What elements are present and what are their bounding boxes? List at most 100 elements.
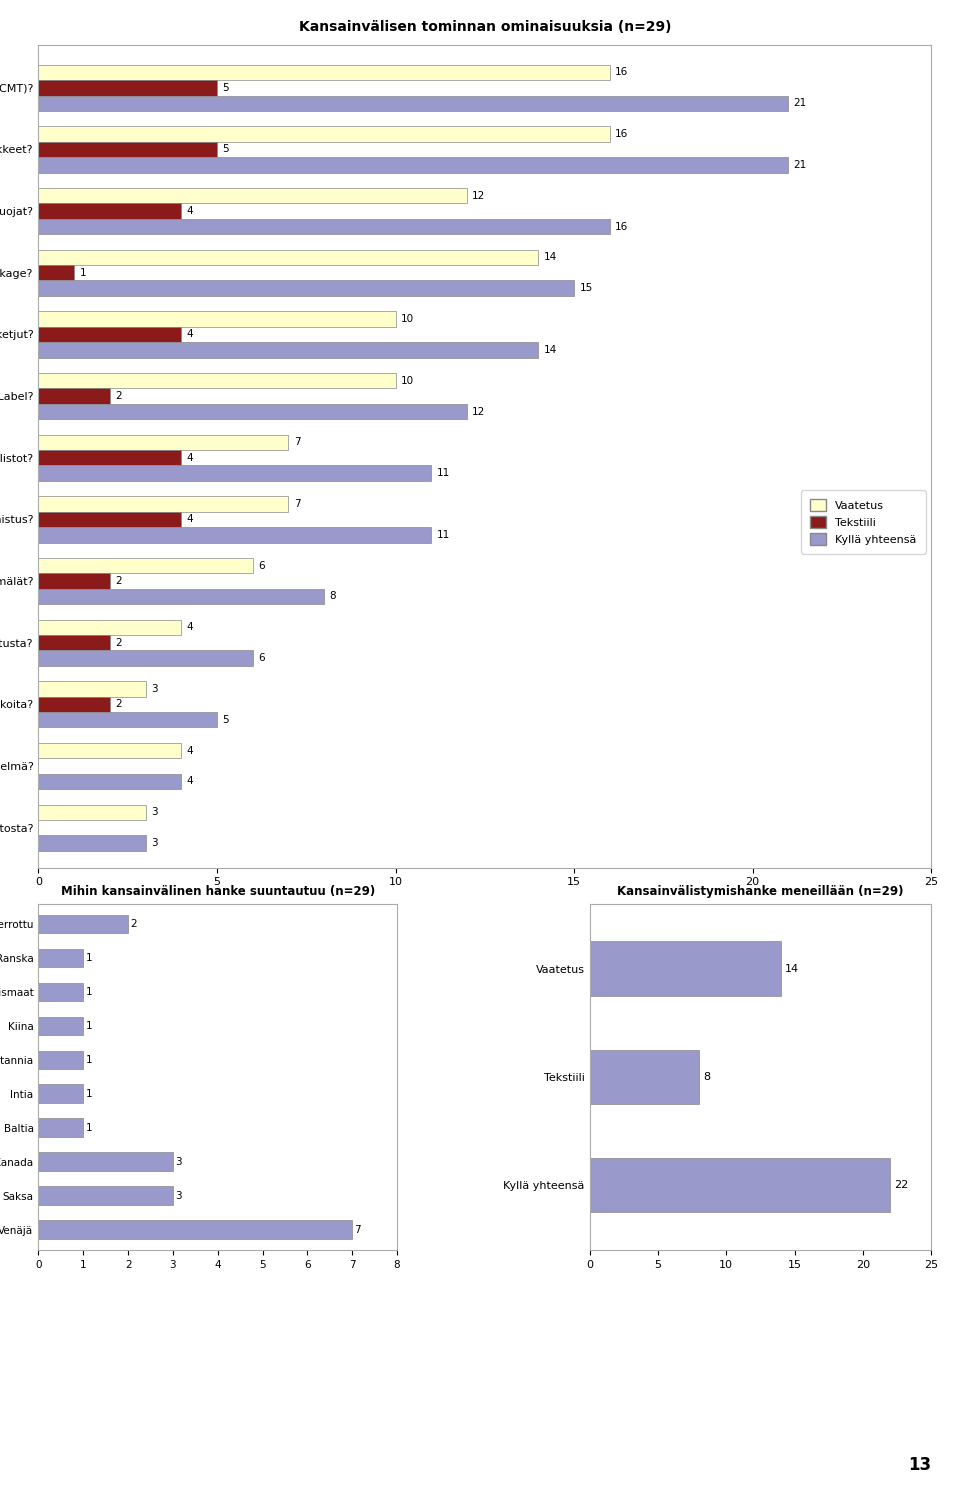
Text: 4: 4 [186, 205, 193, 216]
Text: 16: 16 [615, 130, 629, 138]
Bar [589, 1158, 890, 1212]
Bar [38, 512, 181, 527]
Text: 2: 2 [131, 919, 137, 929]
Bar [38, 188, 467, 204]
Text: 13: 13 [908, 1456, 931, 1474]
Title: Mihin kansainvälinen hanke suuntautuu (n=29): Mihin kansainvälinen hanke suuntautuu (n… [60, 886, 374, 898]
Text: 10: 10 [401, 375, 414, 386]
Text: 10: 10 [401, 314, 414, 325]
Bar [38, 743, 181, 758]
Text: 7: 7 [294, 499, 300, 509]
Bar [38, 404, 467, 420]
Bar [38, 527, 431, 542]
Text: 1: 1 [85, 1123, 92, 1133]
Bar [38, 983, 84, 1001]
Text: 21: 21 [794, 98, 807, 109]
Bar [38, 1051, 84, 1069]
Bar [589, 941, 780, 996]
Text: 12: 12 [472, 406, 486, 417]
Bar [38, 95, 788, 112]
Bar [38, 496, 288, 512]
Bar [38, 682, 146, 697]
Bar [38, 80, 217, 95]
Text: 5: 5 [223, 144, 228, 155]
Bar [38, 914, 128, 934]
Text: 2: 2 [115, 700, 122, 709]
Text: 8: 8 [329, 591, 336, 602]
Bar [589, 1050, 699, 1103]
Text: 8: 8 [703, 1072, 710, 1083]
Bar [38, 588, 324, 605]
Text: 1: 1 [85, 1054, 92, 1065]
Bar [38, 127, 610, 141]
Bar [38, 265, 74, 280]
Text: 11: 11 [437, 530, 450, 541]
Text: 2: 2 [115, 392, 122, 401]
Text: 1: 1 [85, 1088, 92, 1099]
Text: 21: 21 [794, 159, 807, 170]
Bar [38, 141, 217, 158]
Text: 1: 1 [85, 1021, 92, 1030]
Bar [38, 1118, 84, 1138]
Text: 16: 16 [615, 67, 629, 77]
Text: 14: 14 [543, 252, 557, 262]
Text: 4: 4 [186, 776, 193, 786]
Title: Kansainvälistymishanke meneillään (n=29): Kansainvälistymishanke meneillään (n=29) [617, 886, 903, 898]
Bar [38, 558, 252, 573]
Bar [38, 450, 181, 466]
Bar [38, 1187, 173, 1205]
Text: 3: 3 [175, 1157, 181, 1167]
Bar [38, 280, 574, 296]
Text: 1: 1 [85, 953, 92, 963]
Text: 6: 6 [258, 561, 265, 570]
Text: 11: 11 [437, 468, 450, 478]
Bar [38, 1017, 84, 1035]
Bar [38, 697, 109, 712]
Bar [38, 250, 539, 265]
Bar [38, 326, 181, 342]
Bar [38, 1084, 84, 1103]
Bar [38, 634, 109, 651]
Text: 4: 4 [186, 746, 193, 755]
Bar [38, 619, 181, 634]
Bar [38, 651, 252, 666]
Bar [38, 948, 84, 968]
Text: 12: 12 [472, 191, 486, 201]
Text: 6: 6 [258, 654, 265, 663]
Bar [38, 835, 146, 850]
Text: 4: 4 [186, 329, 193, 339]
Text: 4: 4 [186, 453, 193, 463]
Bar [38, 204, 181, 219]
Bar [38, 1152, 173, 1172]
Text: 1: 1 [85, 987, 92, 998]
Bar [38, 158, 788, 173]
Bar [38, 64, 610, 80]
Bar [38, 342, 539, 357]
Text: 2: 2 [115, 576, 122, 587]
Bar [38, 389, 109, 404]
Text: 3: 3 [175, 1191, 181, 1200]
Text: 4: 4 [186, 514, 193, 524]
Text: 5: 5 [223, 715, 228, 725]
Text: 14: 14 [785, 963, 799, 974]
Text: 22: 22 [895, 1181, 908, 1190]
Legend: Vaatetus, Tekstiili, Kyllä yhteensä: Vaatetus, Tekstiili, Kyllä yhteensä [801, 490, 925, 554]
Bar [38, 311, 396, 326]
Bar [38, 712, 217, 728]
Bar [38, 804, 146, 820]
Text: 3: 3 [151, 807, 157, 817]
Bar [38, 466, 431, 481]
Text: 5: 5 [223, 83, 228, 92]
Bar [38, 435, 288, 450]
Text: 16: 16 [615, 222, 629, 232]
Title: Kansainvälisen tominnan ominaisuuksia (n=29): Kansainvälisen tominnan ominaisuuksia (n… [299, 19, 671, 34]
Text: 15: 15 [580, 283, 592, 293]
Bar [38, 774, 181, 789]
Text: 2: 2 [115, 637, 122, 648]
Bar [38, 573, 109, 588]
Text: 4: 4 [186, 622, 193, 633]
Bar [38, 372, 396, 389]
Bar [38, 1221, 352, 1239]
Text: 3: 3 [151, 838, 157, 849]
Text: 1: 1 [80, 268, 86, 278]
